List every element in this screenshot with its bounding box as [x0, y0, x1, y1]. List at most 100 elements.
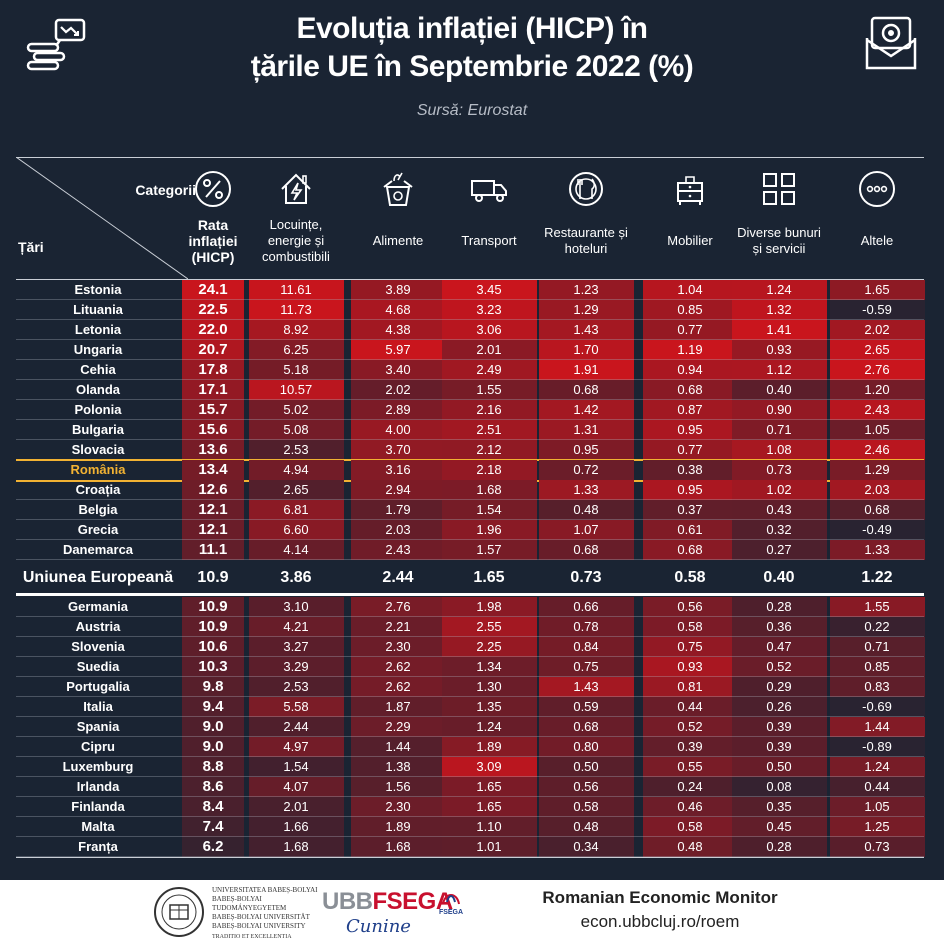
page-title: Evoluția inflației (HICP) în țările UE î…: [172, 10, 772, 86]
cell-housing: 10.57: [248, 380, 344, 400]
cell-misc: 1.12: [731, 360, 827, 380]
cell-misc: 0.40: [731, 380, 827, 400]
cell-other: 2.65: [829, 340, 925, 360]
country-name: Germania: [68, 599, 128, 614]
cell-furniture: 0.81: [642, 677, 738, 697]
cell-transport: 3.45: [441, 280, 537, 300]
university-name: UNIVERSITATEA BABEȘ-BOLYAI BABEȘ-BOLYAI …: [212, 886, 318, 940]
cell-housing: 11.61: [248, 280, 344, 300]
cell-food: 5.97: [350, 340, 446, 360]
percent-icon: [193, 169, 233, 214]
cell-restaurants: 0.58: [538, 797, 634, 817]
corner-countries-label: Țări: [18, 239, 44, 255]
table-row: Bulgaria 15.6 5.08 4.00 2.51 1.31 0.95 0.71 1.05: [16, 420, 925, 440]
table-row: Ungaria 20.7 6.25 5.97 2.01 1.70 1.19 0.93 2.65: [16, 340, 925, 360]
cell-restaurants: 1.23: [538, 280, 634, 300]
row-divider: [16, 716, 924, 717]
cell-rate: 8.8: [182, 757, 244, 777]
cell-misc: 0.90: [731, 400, 827, 420]
cell-misc: 1.24: [731, 280, 827, 300]
cell-restaurants: 1.29: [538, 300, 634, 320]
cell-transport: 1.54: [441, 500, 537, 520]
column-header-line: Rata: [197, 217, 229, 233]
table-row: Cehia 17.8 5.18 3.40 2.49 1.91 0.94 1.12 2.76: [16, 360, 925, 380]
cell-housing: 3.27: [248, 637, 344, 657]
column-header-line: hoteluri: [564, 241, 608, 256]
cell-restaurants: 0.80: [538, 737, 634, 757]
truck-icon: [469, 169, 509, 214]
cell-transport: 3.06: [441, 320, 537, 340]
grocery-bag-icon: [378, 169, 418, 214]
cell-restaurants: 0.66: [538, 597, 634, 617]
cell-furniture: 1.19: [642, 340, 738, 360]
cell-furniture: 0.52: [642, 717, 738, 737]
dots-icon: [857, 169, 897, 214]
table-row: Danemarca 11.1 4.14 2.43 1.57 0.68 0.68 0.27 1.3…: [16, 540, 925, 560]
monitor-url[interactable]: econ.ubbcluj.ro/roem: [580, 912, 740, 931]
cell-restaurants: 0.48: [538, 500, 634, 520]
cell-housing: 11.73: [248, 300, 344, 320]
column-header-line: Mobilier: [667, 233, 713, 248]
column-header-line: Alimente: [372, 233, 424, 248]
cell-food: 2.21: [350, 617, 446, 637]
cell-rate: 17.1: [182, 380, 244, 400]
table-row: Lituania 22.5 11.73 4.68 3.23 1.29 0.85 1.32 -0.…: [16, 300, 925, 320]
cell-other: 0.73: [829, 837, 925, 857]
cell-food: 2.76: [350, 597, 446, 617]
cell-housing: 5.08: [248, 420, 344, 440]
cell-misc: 0.71: [731, 420, 827, 440]
source-note: Sursă: Eurostat: [416, 102, 528, 119]
country-name: Portugalia: [66, 679, 130, 694]
corner-categories-label: Categorii: [135, 182, 196, 198]
column-header-food: Alimente: [343, 233, 453, 249]
cell-misc: 0.52: [731, 657, 827, 677]
country-name: Cehia: [80, 362, 116, 377]
cell-restaurants: 0.75: [538, 657, 634, 677]
country-name: România: [70, 462, 126, 477]
cell-other: 2.03: [829, 480, 925, 500]
cell-housing: 3.10: [248, 597, 344, 617]
table-row: Finlanda 8.4 2.01 2.30 1.65 0.58 0.46 0.35 1.05: [16, 797, 925, 817]
country-name: Irlanda: [76, 779, 120, 794]
row-divider: [16, 559, 924, 560]
cell-housing: 4.94: [248, 460, 344, 480]
country-name: Slovenia: [71, 639, 125, 654]
cell-rate: 11.1: [182, 540, 244, 560]
cell-misc: 0.27: [731, 540, 827, 560]
cell-rate: 12.1: [182, 500, 244, 520]
cell-housing: 4.97: [248, 737, 344, 757]
cell-misc: 0.40: [763, 569, 795, 586]
cell-misc: 0.50: [731, 757, 827, 777]
cell-furniture: 0.44: [642, 697, 738, 717]
row-divider: [16, 299, 924, 300]
country-name: Italia: [83, 699, 113, 714]
fsega-crest: FSEGA: [436, 886, 466, 916]
cell-transport: 1.98: [441, 597, 537, 617]
cell-housing: 5.02: [248, 400, 344, 420]
cell-rate: 17.8: [182, 360, 244, 380]
cell-furniture: 0.95: [642, 480, 738, 500]
cell-transport: 2.49: [441, 360, 537, 380]
cell-other: 0.83: [829, 677, 925, 697]
cell-rate: 15.6: [182, 420, 244, 440]
coins-chart-icon: [26, 18, 86, 71]
cell-furniture: 0.94: [642, 360, 738, 380]
cell-furniture: 0.68: [642, 380, 738, 400]
cell-restaurants: 1.43: [538, 677, 634, 697]
cell-furniture: 0.58: [642, 817, 738, 837]
cell-transport: 1.57: [441, 540, 537, 560]
cell-housing: 2.53: [248, 440, 344, 460]
cell-housing: 1.54: [248, 757, 344, 777]
cell-food: 2.62: [350, 677, 446, 697]
cell-food: 4.00: [350, 420, 446, 440]
country-name: Austria: [75, 619, 121, 634]
cell-misc: 0.35: [731, 797, 827, 817]
cell-food: 2.62: [350, 657, 446, 677]
cell-food: 1.68: [350, 837, 446, 857]
country-name: Ungaria: [73, 342, 123, 357]
row-divider: [16, 776, 924, 777]
table-row: Malta 7.4 1.66 1.89 1.10 0.48 0.58 0.45 1.25: [16, 817, 925, 837]
signature: Cunine: [346, 916, 411, 937]
cell-misc: 0.28: [731, 837, 827, 857]
cell-other: 1.20: [829, 380, 925, 400]
